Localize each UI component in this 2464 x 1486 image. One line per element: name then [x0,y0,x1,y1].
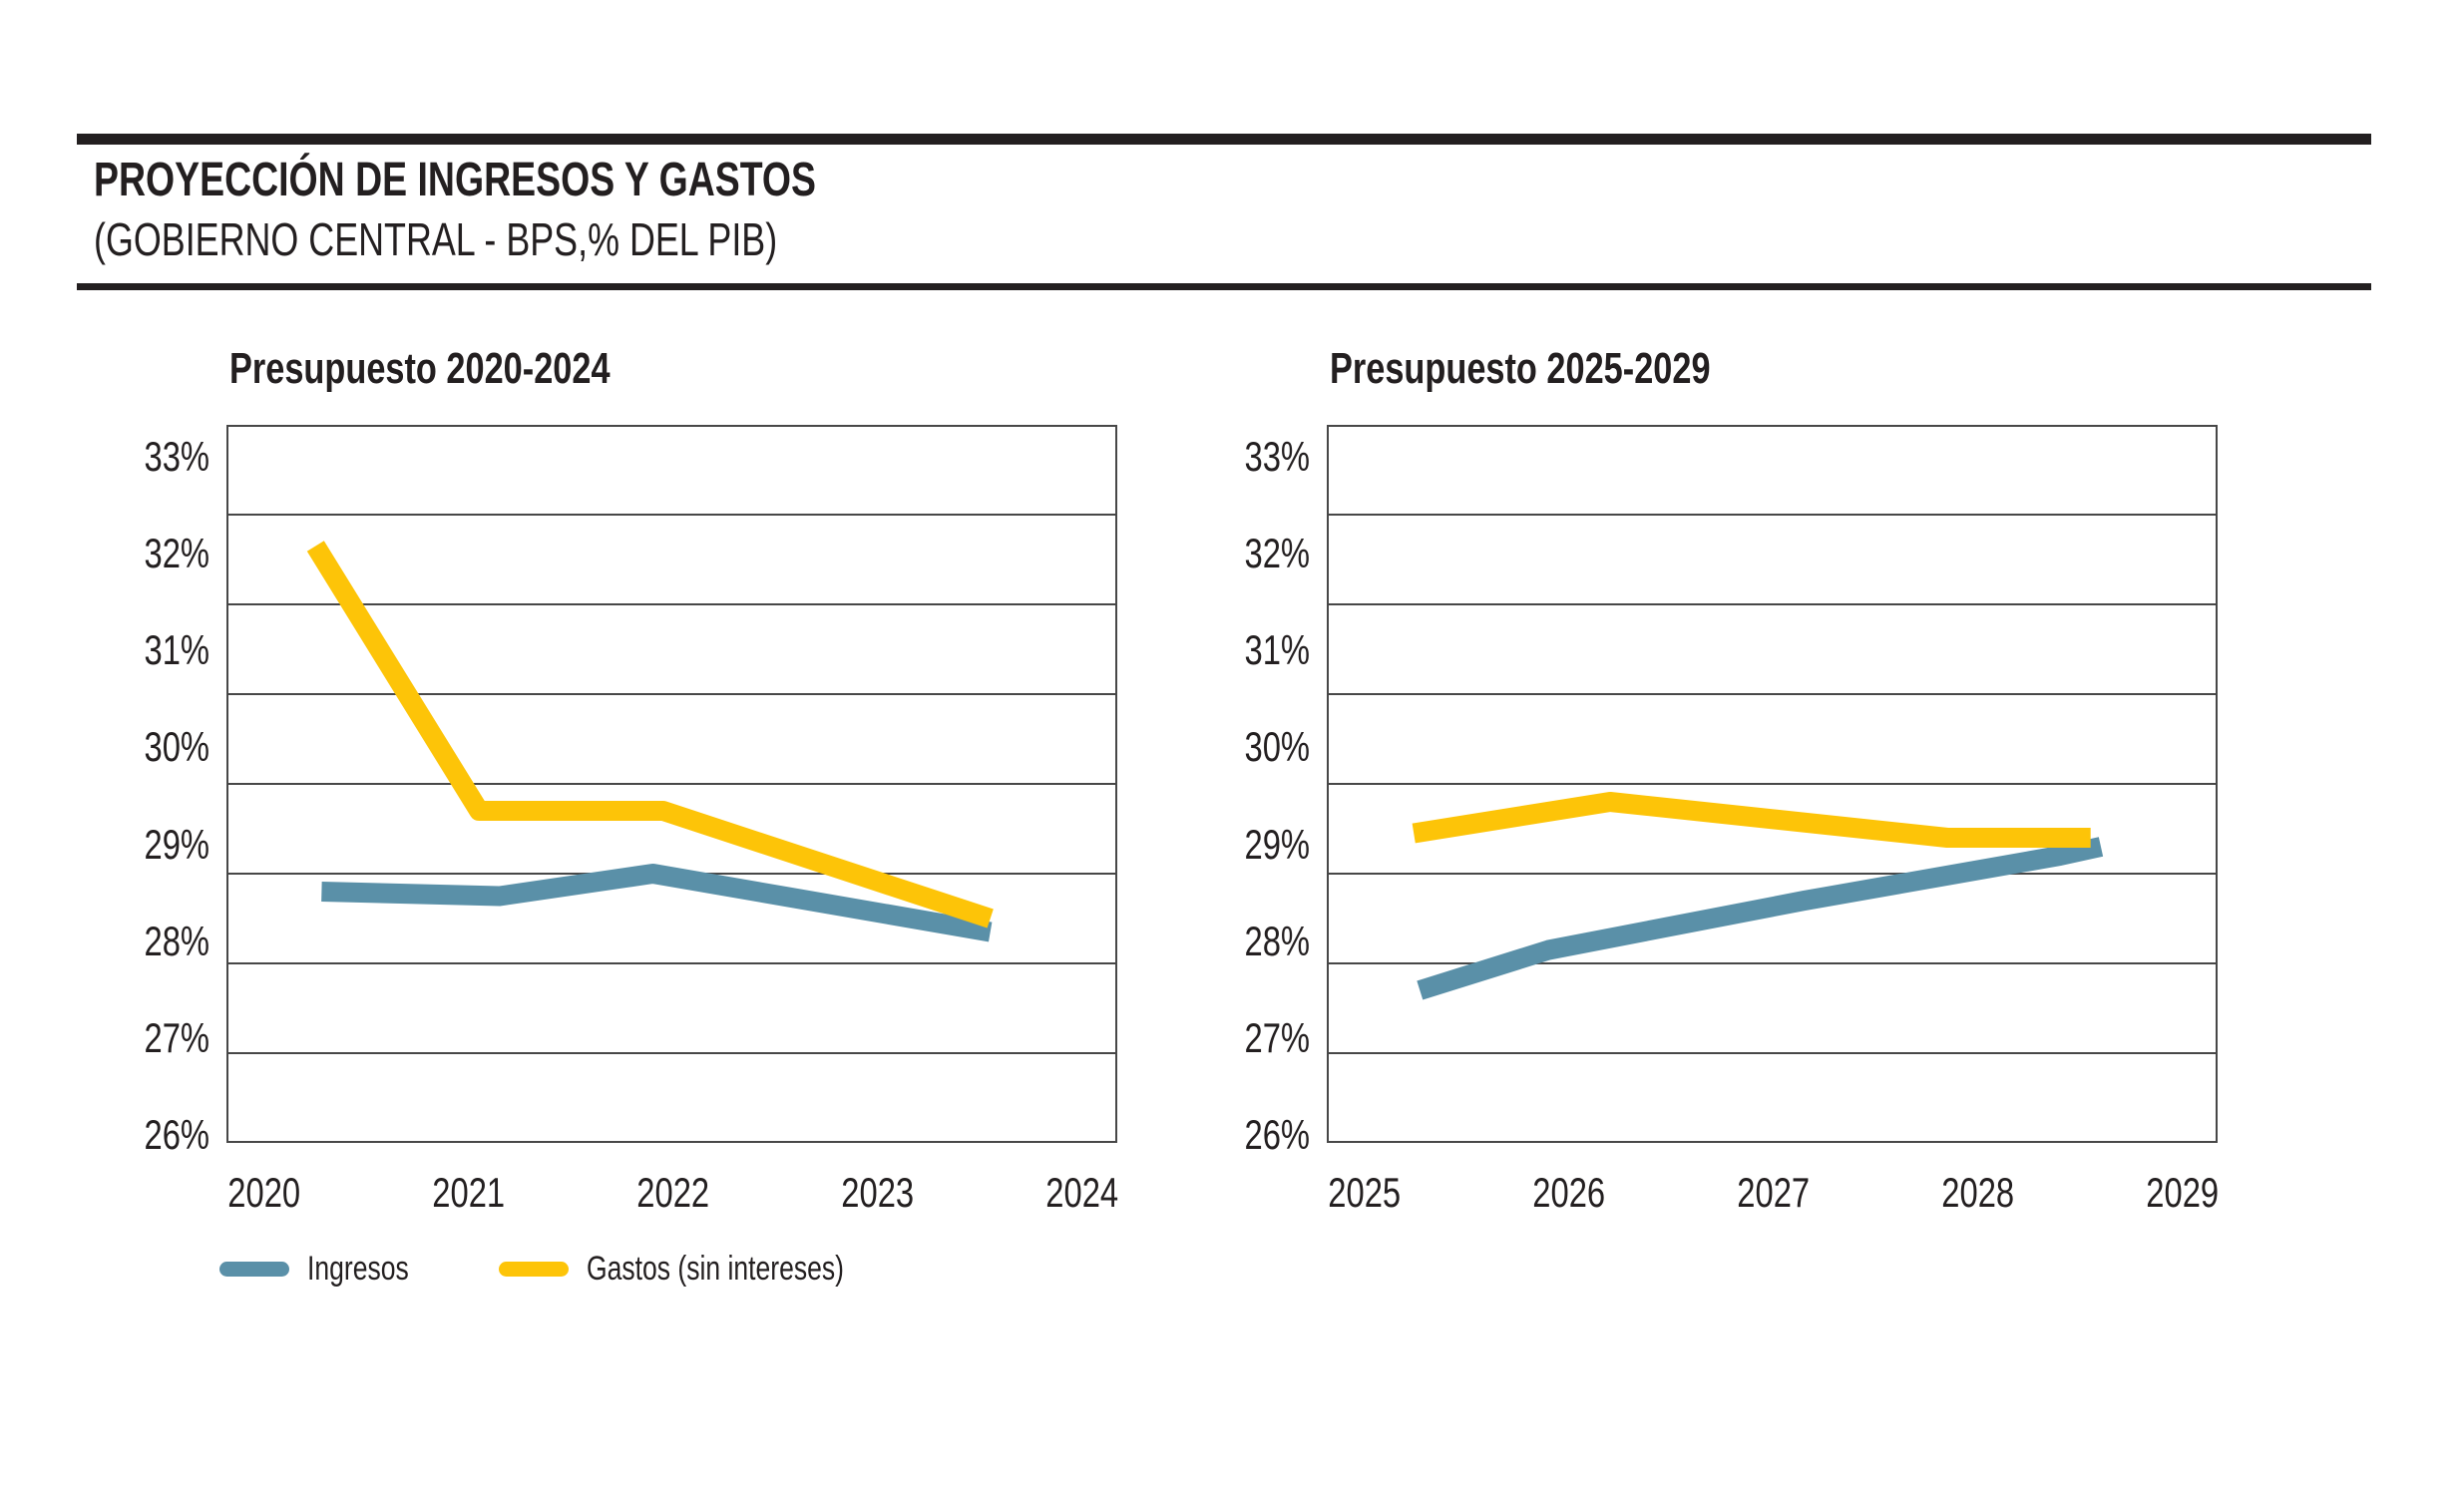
x-axis-label: 2024 [1008,1171,1157,1215]
x-axis-label: 2028 [1903,1171,2053,1215]
y-axis-label: 27% [1157,1016,1310,1060]
y-axis-label-text: 33% [144,433,209,480]
page-title: PROYECCIÓN DE INGRESOS Y GASTOS [94,156,1020,205]
y-axis-label-text: 28% [1244,918,1310,964]
y-axis-label-text: 26% [1244,1111,1310,1158]
x-axis-label-text: 2025 [1328,1169,1402,1216]
y-axis-label-text: 32% [1244,530,1310,576]
y-axis-label: 31% [1157,628,1310,672]
gastos-line [1412,792,2091,848]
y-axis-label-text: 29% [144,821,209,868]
y-axis-label: 33% [1157,435,1310,479]
x-axis-label: 2029 [2108,1171,2258,1215]
x-axis-label-text: 2024 [1045,1169,1119,1216]
legend-item-ingresos: Ingresos [219,1249,437,1289]
header-divider-rule [77,283,2371,290]
x-axis-label: 2020 [190,1171,339,1215]
x-axis-label-text: 2021 [432,1169,506,1216]
y-axis-label: 31% [57,628,209,672]
y-axis-label: 28% [57,920,209,963]
plot-area [1327,425,2218,1143]
plot-frame [226,425,1117,1143]
top-rule [77,134,2371,145]
y-axis-label: 33% [57,435,209,479]
y-axis-label-text: 26% [144,1111,209,1158]
x-axis-label: 2023 [803,1171,953,1215]
page-subtitle-text: (GOBIERNO CENTRAL - BPS,% DEL PIB) [94,213,778,265]
y-axis-label-text: 27% [144,1014,209,1061]
ingresos-swatch-icon [219,1261,289,1277]
x-axis-label-text: 2027 [1737,1169,1811,1216]
x-axis-label: 2027 [1699,1171,1848,1215]
y-axis-label-text: 29% [1244,821,1310,868]
y-axis-label: 32% [1157,532,1310,575]
x-axis-label-text: 2022 [636,1169,710,1216]
x-axis-label: 2021 [394,1171,544,1215]
ingresos-line [321,864,993,942]
y-axis-label-text: 27% [1244,1014,1310,1061]
y-axis-label: 30% [1157,725,1310,769]
y-axis-label-text: 30% [1244,723,1310,770]
x-axis-label-text: 2026 [1532,1169,1606,1216]
plot-frame [1327,425,2218,1143]
y-axis-label-text: 32% [144,530,209,576]
y-axis-label: 27% [57,1016,209,1060]
y-axis-label-text: 28% [144,918,209,964]
x-axis-label: 2025 [1290,1171,1439,1215]
y-axis-label: 26% [57,1113,209,1157]
chart-block-presupuesto-2025-2029: Presupuesto 2025-2029 33% 32% 31% 30% 29% 28%… [1157,344,2255,1242]
y-axis-label: 30% [57,725,209,769]
page-subtitle: (GOBIERNO CENTRAL - BPS,% DEL PIB) [94,211,970,267]
chart-title: Presupuesto 2025-2029 [1330,344,1711,393]
y-axis-label: 29% [1157,823,1310,867]
ingresos-line [1417,837,2104,1000]
x-axis-label-text: 2020 [227,1169,301,1216]
y-axis-label-text: 31% [144,626,209,673]
legend: Ingresos Gastos (sin intereses) [219,1249,917,1289]
page-title-text: PROYECCIÓN DE INGRESOS Y GASTOS [94,154,817,206]
line-chart-svg [1327,425,2218,1143]
x-axis-label-text: 2029 [2146,1169,2220,1216]
gastos-swatch-icon [499,1261,570,1277]
chart-title: Presupuesto 2020-2024 [229,344,611,393]
x-axis-label-text: 2023 [841,1169,915,1216]
y-axis-label: 26% [1157,1113,1310,1157]
plot-area [226,425,1117,1143]
y-axis-label: 32% [57,532,209,575]
legend-label: Gastos (sin intereses) [587,1250,845,1288]
y-axis-label: 29% [57,823,209,867]
legend-label: Ingresos [307,1250,409,1288]
y-axis-label-text: 31% [1244,626,1310,673]
x-axis-label: 2022 [599,1171,748,1215]
legend-item-gastos: Gastos (sin intereses) [499,1249,917,1289]
x-axis-label: 2026 [1494,1171,1644,1215]
y-axis-label-text: 30% [144,723,209,770]
y-axis-label-text: 33% [1244,433,1310,480]
y-axis-label: 28% [1157,920,1310,963]
line-chart-svg [226,425,1117,1143]
chart-block-presupuesto-2020-2024: Presupuesto 2020-2024 33% 32% 31% 30% 29% 28%… [57,344,1154,1242]
x-axis-label-text: 2028 [1941,1169,2015,1216]
gastos-line [306,541,994,929]
